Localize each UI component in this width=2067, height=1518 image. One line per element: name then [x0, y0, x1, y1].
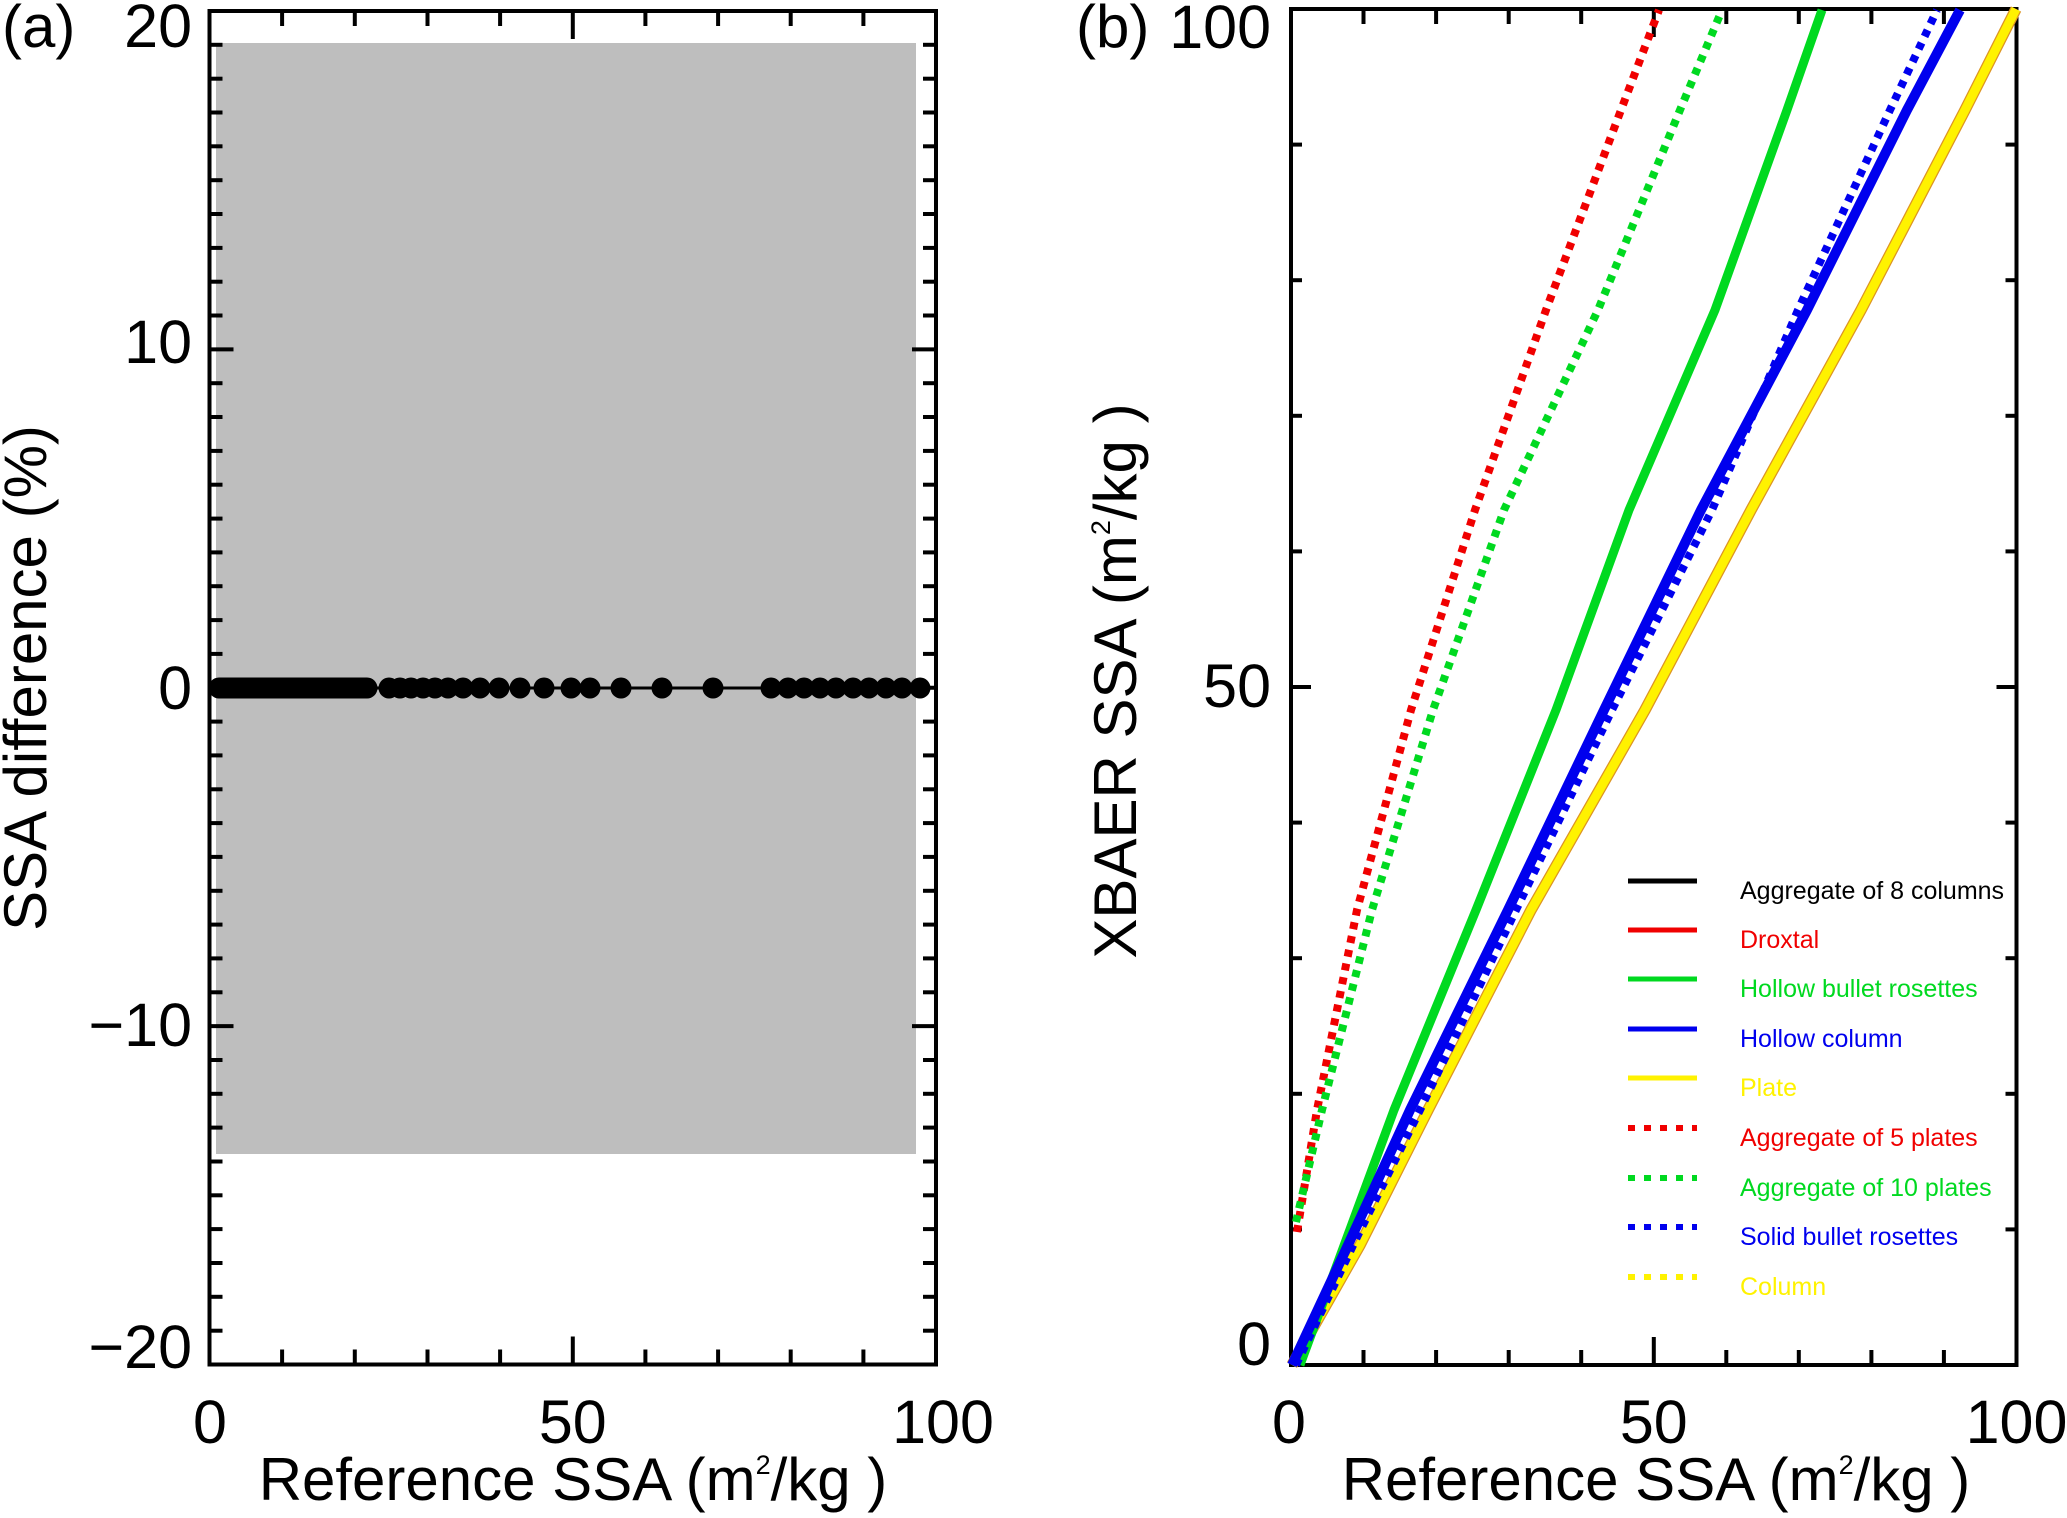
svg-text:0: 0 [158, 654, 192, 722]
svg-text:0: 0 [1237, 1310, 1271, 1378]
svg-text:XBAER SSA (m2/kg ): XBAER SSA (m2/kg ) [1082, 403, 1149, 958]
svg-text:Aggregate of 10 plates: Aggregate of 10 plates [1740, 1174, 1992, 1202]
svg-text:50: 50 [539, 1388, 607, 1456]
svg-text:50: 50 [1203, 652, 1271, 720]
svg-text:Hollow bullet rosettes: Hollow bullet rosettes [1740, 975, 1978, 1003]
svg-text:Solid bullet rosettes: Solid bullet rosettes [1740, 1223, 1958, 1251]
svg-text:Reference SSA (m2/kg ): Reference SSA (m2/kg ) [259, 1446, 888, 1513]
svg-text:100: 100 [1169, 0, 1271, 61]
svg-text:(a): (a) [2, 0, 75, 60]
svg-text:20: 20 [124, 0, 192, 60]
svg-text:(b): (b) [1076, 0, 1149, 60]
svg-text:10: 10 [124, 308, 192, 376]
svg-text:100: 100 [1966, 1388, 2067, 1456]
svg-text:0: 0 [1272, 1388, 1306, 1456]
svg-text:−10: −10 [89, 991, 192, 1059]
svg-text:Hollow column: Hollow column [1740, 1025, 1903, 1053]
svg-text:Droxtal: Droxtal [1740, 926, 1819, 954]
svg-text:Aggregate of 8 columns: Aggregate of 8 columns [1740, 877, 2004, 905]
svg-text:100: 100 [892, 1388, 994, 1456]
svg-text:Reference SSA (m2/kg ): Reference SSA (m2/kg ) [1342, 1446, 1971, 1513]
svg-text:Column: Column [1740, 1273, 1826, 1301]
svg-text:SSA difference (%): SSA difference (%) [0, 425, 59, 931]
svg-text:Plate: Plate [1740, 1074, 1797, 1102]
svg-text:−20: −20 [89, 1313, 192, 1381]
svg-text:0: 0 [193, 1388, 227, 1456]
svg-text:50: 50 [1620, 1388, 1688, 1456]
svg-text:Aggregate of 5 plates: Aggregate of 5 plates [1740, 1124, 1978, 1152]
